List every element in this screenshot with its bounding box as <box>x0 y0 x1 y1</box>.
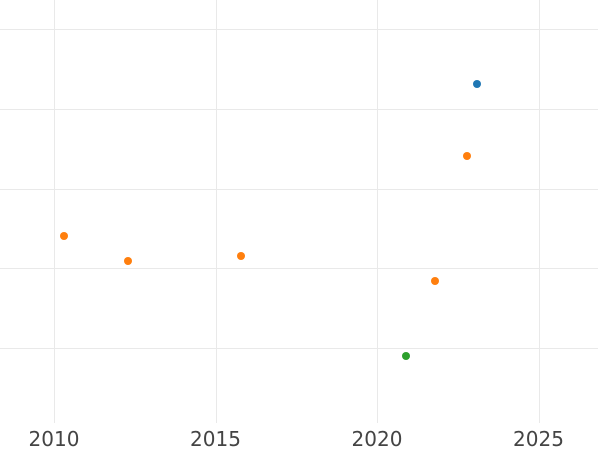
horizontal-gridline <box>0 268 598 269</box>
orange-series-point <box>124 256 133 265</box>
horizontal-gridline <box>0 29 598 30</box>
green-series-point <box>402 352 411 361</box>
vertical-gridline <box>377 0 378 423</box>
orange-series-point <box>237 251 246 260</box>
horizontal-gridline <box>0 347 598 349</box>
x-tick-label-2015: 2015 <box>190 427 241 450</box>
horizontal-gridline <box>0 188 598 190</box>
x-tick-label-2010: 2010 <box>28 427 80 450</box>
horizontal-gridline <box>0 109 598 110</box>
blue-series-point <box>473 79 482 88</box>
orange-series-point <box>463 152 472 161</box>
x-tick-label-2025: 2025 <box>513 427 564 450</box>
plot-area <box>0 0 598 423</box>
x-tick-label-2020: 2020 <box>351 427 403 450</box>
vertical-gridline <box>54 0 55 423</box>
orange-series-point <box>431 276 440 285</box>
orange-series-point <box>59 231 68 240</box>
vertical-gridline <box>538 0 540 423</box>
vertical-gridline <box>215 0 217 423</box>
